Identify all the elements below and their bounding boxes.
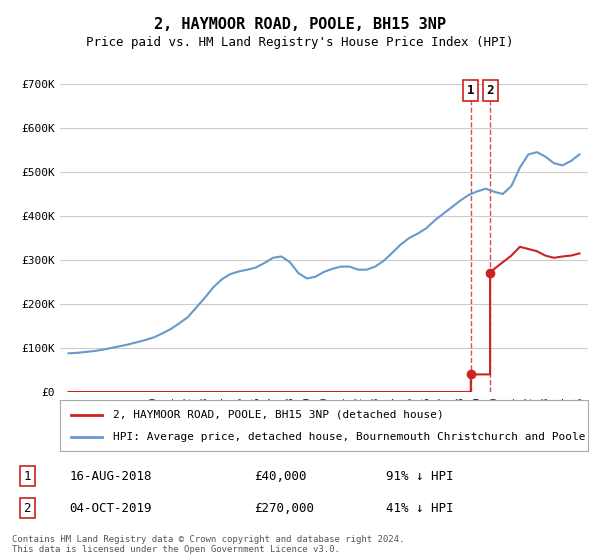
Text: £270,000: £270,000 bbox=[254, 502, 314, 515]
Text: 41% ↓ HPI: 41% ↓ HPI bbox=[386, 502, 454, 515]
Text: £40,000: £40,000 bbox=[254, 469, 307, 483]
Text: 2: 2 bbox=[23, 502, 31, 515]
Text: 04-OCT-2019: 04-OCT-2019 bbox=[70, 502, 152, 515]
Text: Contains HM Land Registry data © Crown copyright and database right 2024.
This d: Contains HM Land Registry data © Crown c… bbox=[12, 535, 404, 554]
Text: 1: 1 bbox=[23, 469, 31, 483]
Text: 2, HAYMOOR ROAD, POOLE, BH15 3NP: 2, HAYMOOR ROAD, POOLE, BH15 3NP bbox=[154, 17, 446, 32]
Text: HPI: Average price, detached house, Bournemouth Christchurch and Poole: HPI: Average price, detached house, Bour… bbox=[113, 432, 586, 442]
Text: 16-AUG-2018: 16-AUG-2018 bbox=[70, 469, 152, 483]
Text: 2, HAYMOOR ROAD, POOLE, BH15 3NP (detached house): 2, HAYMOOR ROAD, POOLE, BH15 3NP (detach… bbox=[113, 409, 443, 419]
Text: 91% ↓ HPI: 91% ↓ HPI bbox=[386, 469, 454, 483]
Text: 1: 1 bbox=[467, 84, 475, 97]
Text: Price paid vs. HM Land Registry's House Price Index (HPI): Price paid vs. HM Land Registry's House … bbox=[86, 36, 514, 49]
Text: 2: 2 bbox=[487, 84, 494, 97]
